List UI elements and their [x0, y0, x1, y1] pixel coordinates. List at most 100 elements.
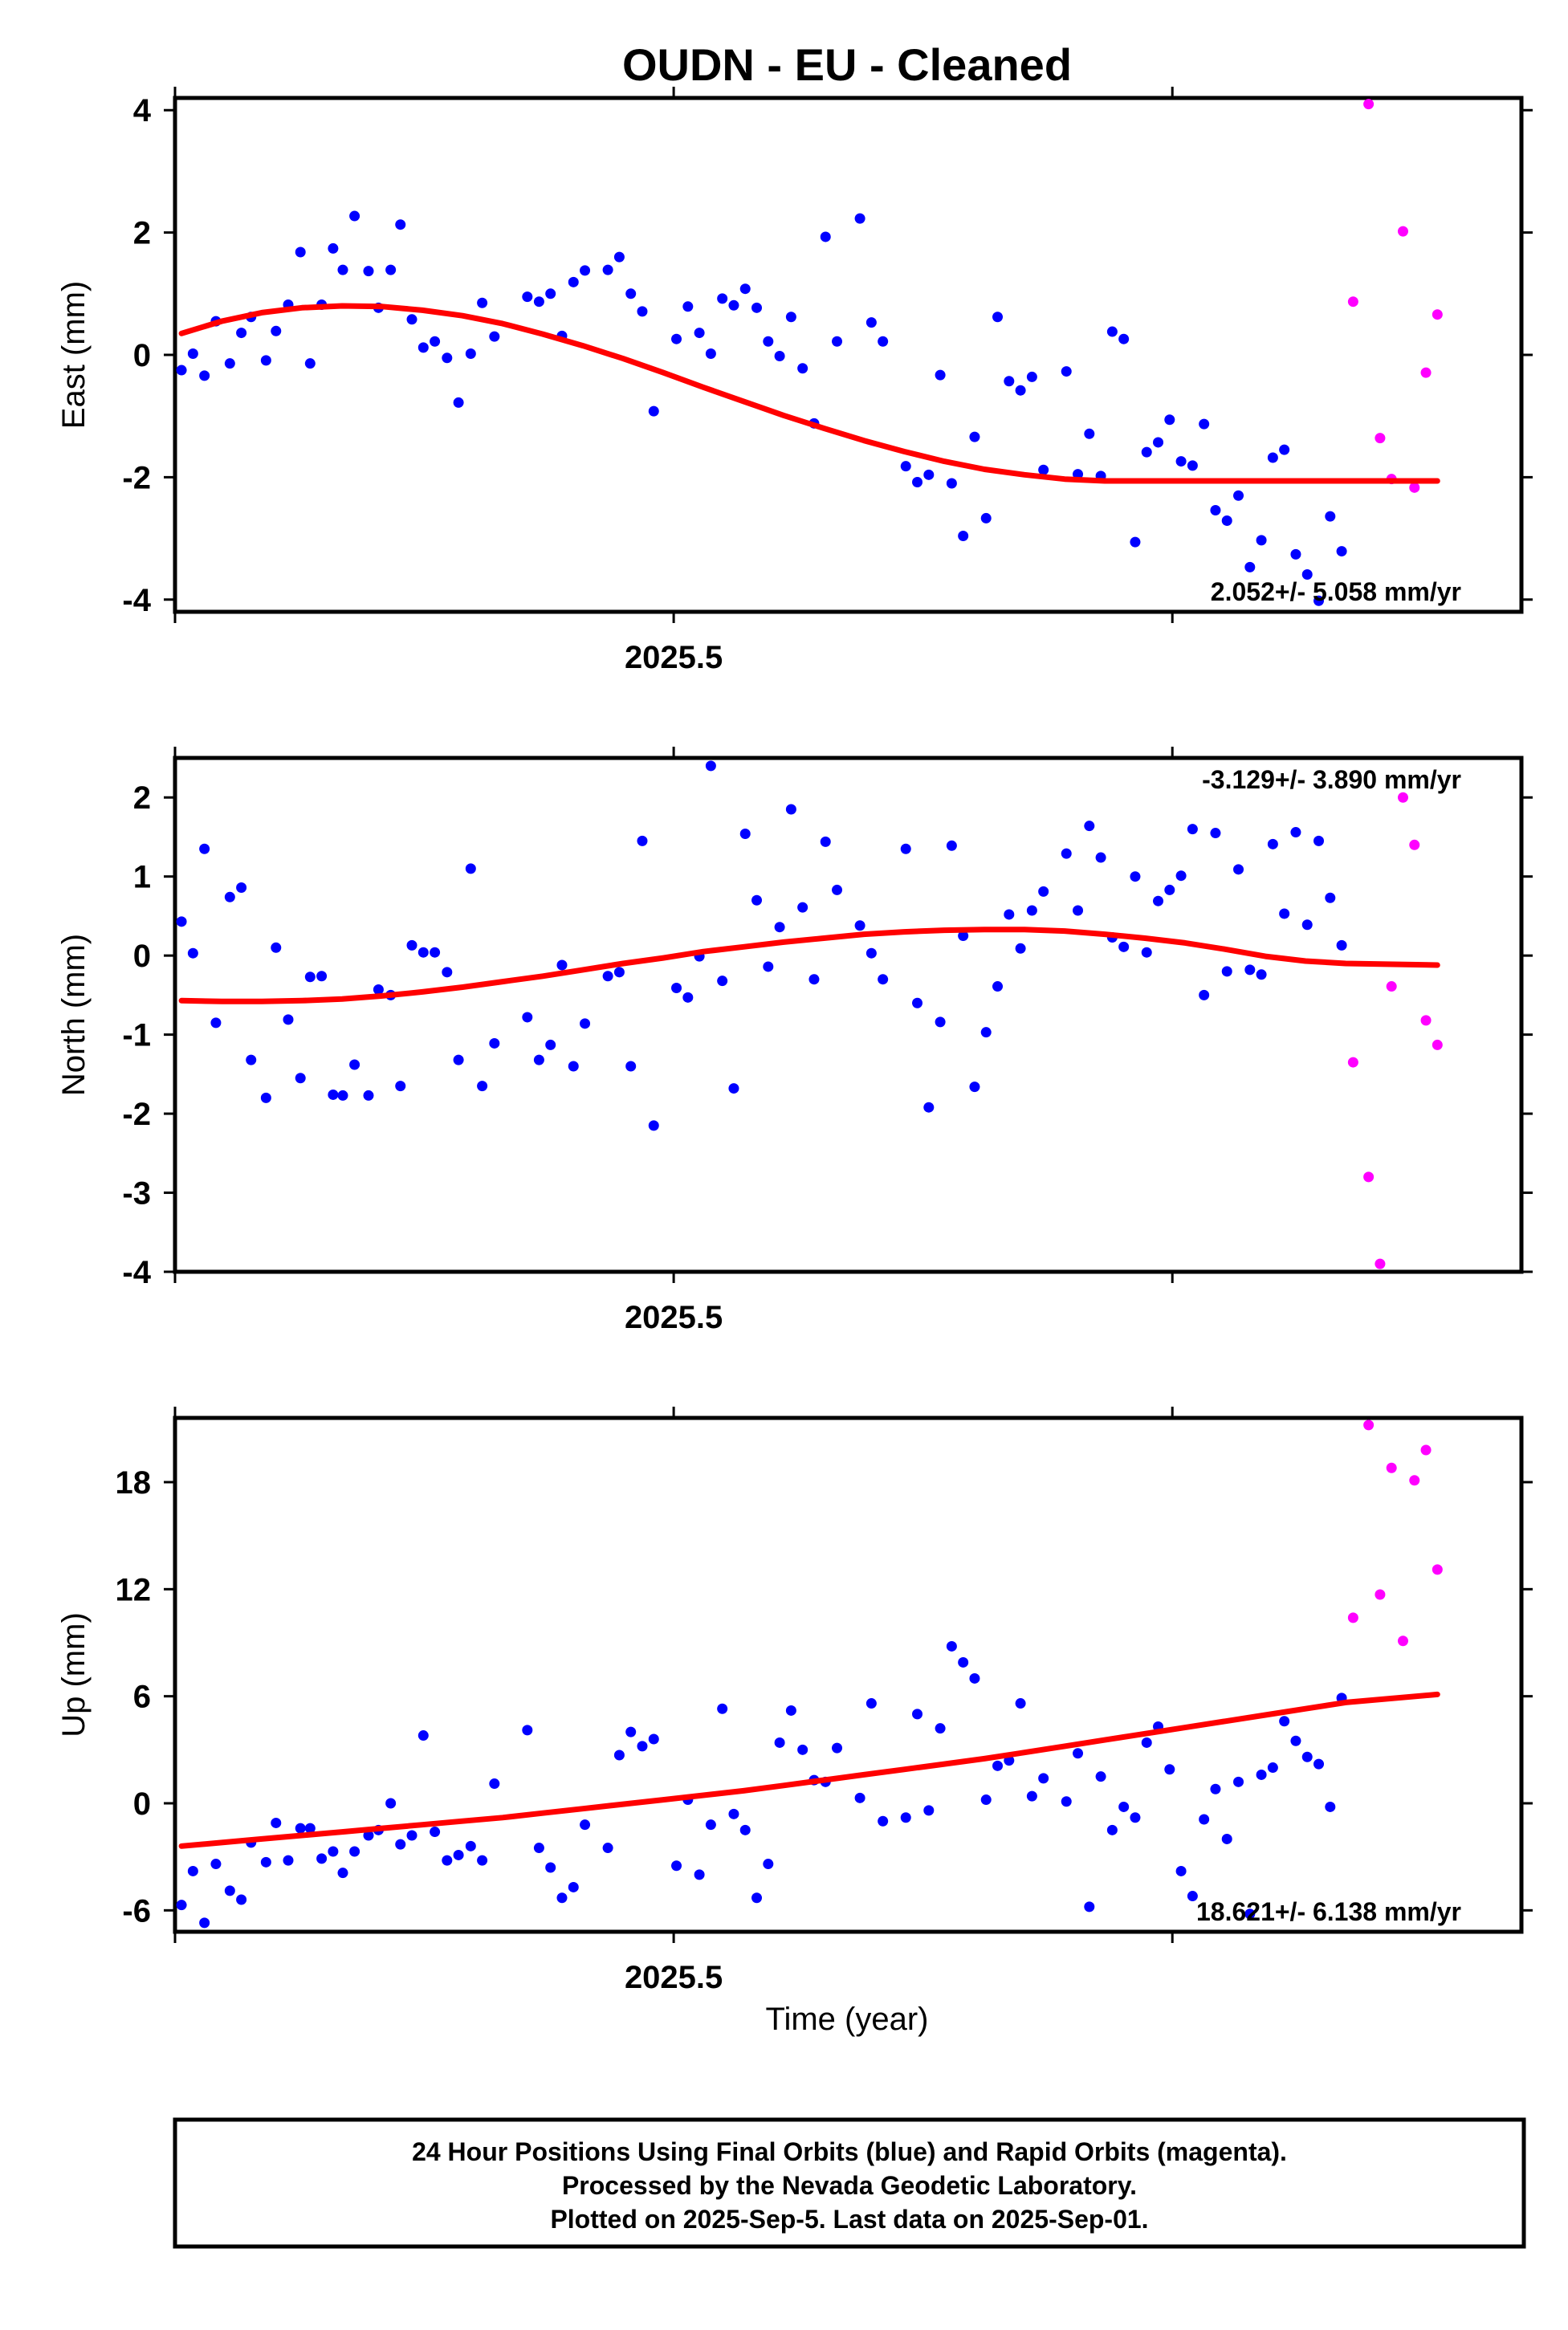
y-tick-label: 1: [133, 860, 151, 895]
final-orbit-point: [176, 916, 187, 927]
final-orbit-point: [1301, 919, 1313, 931]
final-orbit-point: [406, 314, 417, 325]
final-orbit-point: [316, 971, 328, 982]
final-orbit-point: [728, 1083, 739, 1094]
final-orbit-point: [1290, 1735, 1301, 1746]
final-orbit-point: [545, 288, 556, 299]
final-orbit-point: [785, 312, 796, 323]
final-orbit-point: [1141, 446, 1152, 458]
final-orbit-point: [763, 1859, 774, 1870]
final-orbit-point: [337, 1868, 348, 1879]
final-orbit-point: [1256, 969, 1267, 980]
final-orbit-point: [1084, 428, 1095, 439]
y-tick-label: -1: [122, 1018, 151, 1053]
final-orbit-point: [1244, 1908, 1256, 1920]
rapid-orbit-point: [1409, 1475, 1420, 1486]
final-orbit-point: [304, 1823, 316, 1834]
final-orbit-point: [1106, 1824, 1118, 1835]
rapid-orbit-point: [1397, 792, 1408, 803]
final-orbit-point: [465, 863, 476, 874]
footer-line-2: Processed by the Nevada Geodetic Laborat…: [562, 2171, 1137, 2200]
final-orbit-point: [728, 1808, 739, 1819]
final-orbit-point: [958, 931, 969, 942]
rapid-orbit-point: [1409, 839, 1420, 850]
rapid-orbit-point: [1375, 1589, 1386, 1600]
final-orbit-point: [260, 355, 271, 366]
rapid-orbit-point: [1386, 1462, 1397, 1473]
final-orbit-point: [1141, 947, 1152, 958]
final-orbit-point: [1015, 1698, 1026, 1709]
final-orbit-point: [465, 348, 476, 359]
final-orbit-point: [1038, 1773, 1049, 1784]
final-orbit-point: [1336, 546, 1347, 557]
final-orbit-point: [406, 939, 417, 951]
final-orbit-point: [1026, 905, 1037, 916]
final-orbit-point: [648, 1733, 659, 1745]
final-orbit-point: [785, 1705, 796, 1716]
final-orbit-point: [1267, 452, 1278, 463]
final-orbit-point: [453, 1054, 464, 1065]
final-orbit-point: [1325, 511, 1336, 522]
final-orbit-point: [580, 1819, 591, 1831]
final-orbit-point: [935, 1016, 946, 1028]
final-orbit-point: [465, 1840, 476, 1851]
figure-title: OUDN - EU - Cleaned: [622, 39, 1072, 90]
final-orbit-point: [1325, 892, 1336, 903]
final-orbit-point: [923, 469, 935, 480]
rate-annotation: 18.621+/- 6.138 mm/yr: [1196, 1897, 1461, 1926]
final-orbit-point: [1244, 561, 1256, 572]
final-orbit-point: [625, 288, 637, 299]
final-orbit-point: [283, 1855, 294, 1866]
final-orbit-point: [935, 369, 946, 381]
final-orbit-point: [1038, 886, 1049, 897]
final-orbit-point: [878, 974, 889, 985]
final-orbit-point: [395, 1839, 406, 1850]
final-orbit-point: [717, 293, 728, 304]
y-tick-label: -4: [122, 1255, 151, 1290]
final-orbit-point: [797, 902, 808, 913]
final-orbit-point: [385, 1798, 397, 1809]
final-orbit-point: [224, 1885, 235, 1896]
final-orbit-point: [430, 947, 441, 958]
final-orbit-point: [946, 1640, 957, 1652]
final-orbit-point: [363, 266, 374, 277]
final-orbit-point: [1153, 895, 1164, 906]
final-orbit-point: [533, 1054, 544, 1065]
y-tick-label: -2: [122, 460, 151, 495]
final-orbit-point: [1301, 1751, 1313, 1762]
final-orbit-point: [568, 276, 579, 287]
final-orbit-point: [717, 976, 728, 987]
final-orbit-point: [1187, 824, 1198, 835]
final-orbit-point: [1336, 939, 1347, 951]
final-orbit-point: [935, 1723, 946, 1734]
final-orbit-point: [1073, 905, 1084, 916]
final-orbit-point: [682, 992, 694, 1003]
final-orbit-point: [453, 397, 464, 408]
final-orbit-point: [865, 317, 877, 328]
final-orbit-point: [568, 1061, 579, 1072]
rapid-orbit-point: [1397, 1635, 1408, 1647]
final-orbit-point: [969, 1672, 980, 1684]
final-orbit-point: [1233, 864, 1244, 875]
final-orbit-point: [969, 1081, 980, 1093]
final-orbit-point: [453, 1849, 464, 1860]
final-orbit-point: [1004, 376, 1015, 387]
final-orbit-point: [625, 1726, 637, 1737]
final-orbit-point: [199, 370, 210, 381]
final-orbit-point: [1095, 1771, 1106, 1782]
final-orbit-point: [946, 478, 957, 489]
final-orbit-point: [1233, 1776, 1244, 1787]
y-tick-label: -6: [122, 1893, 151, 1929]
rapid-orbit-point: [1363, 99, 1375, 110]
final-orbit-point: [187, 947, 198, 959]
final-orbit-point: [533, 1843, 544, 1854]
final-orbit-point: [580, 265, 591, 276]
y-tick-label: 2: [133, 216, 151, 251]
final-orbit-point: [705, 760, 716, 772]
final-orbit-point: [763, 961, 774, 972]
rapid-orbit-point: [1347, 1612, 1358, 1623]
rapid-orbit-point: [1432, 1039, 1443, 1050]
final-orbit-point: [1118, 1801, 1130, 1812]
final-orbit-point: [1084, 1901, 1095, 1912]
final-orbit-point: [1118, 941, 1130, 952]
